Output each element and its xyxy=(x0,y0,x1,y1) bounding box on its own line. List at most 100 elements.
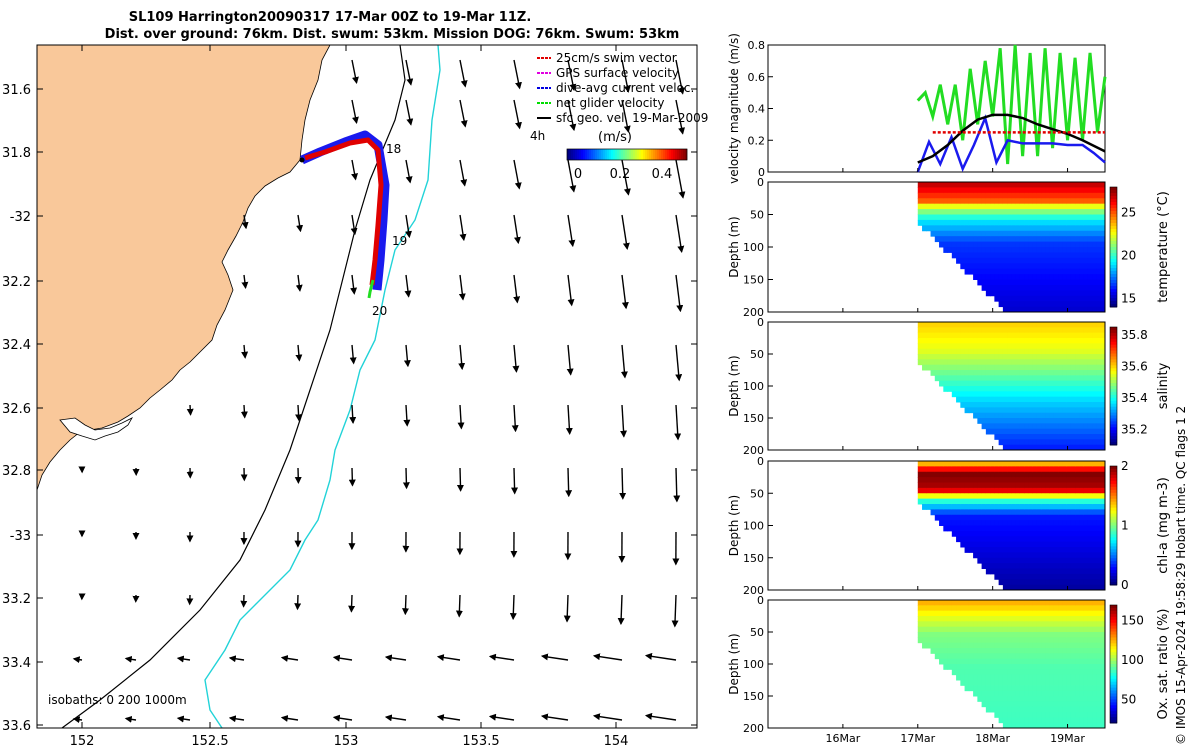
section-cell xyxy=(1028,680,1033,686)
section-cell xyxy=(973,664,978,670)
section-cell xyxy=(952,225,957,231)
section-cell xyxy=(918,605,923,611)
colorbar-cell xyxy=(1110,256,1117,260)
section-cell xyxy=(960,198,965,204)
section-cell xyxy=(1045,627,1050,633)
section-cell xyxy=(977,611,982,617)
section-cell xyxy=(1075,675,1080,681)
section-cell xyxy=(1079,664,1084,670)
section-cell xyxy=(1062,461,1067,467)
section-cell xyxy=(1041,621,1046,627)
section-cell xyxy=(977,526,982,532)
colorbar-cell xyxy=(611,149,613,160)
section-cell xyxy=(982,611,987,617)
section-cell xyxy=(982,488,987,494)
colorbar-cell xyxy=(643,149,645,160)
section-cell xyxy=(1037,429,1042,435)
section-cell xyxy=(1033,365,1038,371)
section-cell xyxy=(1075,258,1080,264)
section-cell xyxy=(939,193,944,199)
section-cell xyxy=(1054,637,1059,643)
section-cell xyxy=(1045,600,1050,606)
section-cell xyxy=(1024,439,1029,445)
section-cell xyxy=(1024,327,1029,333)
section-cell xyxy=(977,274,982,280)
section-cell xyxy=(1050,193,1055,199)
section-cell xyxy=(1016,696,1021,702)
section-cell xyxy=(1079,359,1084,365)
section-cell xyxy=(999,429,1004,435)
section-cell xyxy=(1067,493,1072,499)
section-cell xyxy=(918,472,923,478)
section-cell xyxy=(1024,536,1029,542)
section-cell xyxy=(1007,220,1012,226)
section-cell xyxy=(931,472,936,478)
section-cell xyxy=(977,558,982,564)
section-cell xyxy=(1058,423,1063,429)
section-cell xyxy=(1011,407,1016,413)
section-cell xyxy=(986,333,991,339)
section-cell xyxy=(926,461,931,467)
section-cell xyxy=(1067,685,1072,691)
section-cell xyxy=(1062,285,1067,291)
section-cell xyxy=(999,225,1004,231)
section-cell xyxy=(1096,632,1101,638)
section-cell xyxy=(1033,712,1038,718)
section-cell xyxy=(986,375,991,381)
section-cell xyxy=(1079,477,1084,483)
section-cell xyxy=(999,354,1004,360)
section-cell xyxy=(1092,536,1097,542)
section-cell xyxy=(943,204,948,210)
section-cell xyxy=(1092,472,1097,478)
section-cell xyxy=(1084,632,1089,638)
colorbar-cell xyxy=(619,149,621,160)
section-cell xyxy=(1045,269,1050,275)
section-cell xyxy=(926,338,931,344)
section-cell xyxy=(1096,526,1101,532)
section-cell xyxy=(1067,558,1072,564)
section-cell xyxy=(1084,621,1089,627)
section-cell xyxy=(1079,643,1084,649)
section-cell xyxy=(990,236,995,242)
section-cell xyxy=(990,269,995,275)
section-cell xyxy=(1067,466,1072,472)
section-cell xyxy=(986,209,991,215)
section-cell xyxy=(1020,466,1025,472)
section-cell xyxy=(1011,296,1016,302)
section-cell xyxy=(1016,509,1021,515)
section-cell xyxy=(1045,659,1050,665)
section-cell xyxy=(1011,349,1016,355)
section-cell xyxy=(1084,499,1089,505)
section-cell xyxy=(994,691,999,697)
section-cell xyxy=(1007,483,1012,489)
section-cell xyxy=(939,215,944,221)
section-cell xyxy=(1037,182,1042,188)
section-cell xyxy=(960,520,965,526)
section-cell xyxy=(1084,198,1089,204)
section-cell xyxy=(965,258,970,264)
section-cell xyxy=(918,204,923,210)
section-cell xyxy=(1096,707,1101,713)
section-cell xyxy=(982,370,987,376)
section-cell xyxy=(969,515,974,521)
section-cell xyxy=(1016,621,1021,627)
colorbar-cell xyxy=(1110,696,1117,699)
section-cell xyxy=(990,542,995,548)
section-cell xyxy=(1041,247,1046,253)
colorbar-cell xyxy=(1110,555,1117,558)
section-cell xyxy=(1054,509,1059,515)
section-cell xyxy=(1041,269,1046,275)
section-cell xyxy=(1054,579,1059,585)
section-cell xyxy=(1050,552,1055,558)
section-cell xyxy=(1024,285,1029,291)
section-cell xyxy=(1016,413,1021,419)
section-cell xyxy=(956,381,961,387)
section-cell xyxy=(1033,499,1038,505)
section-cell xyxy=(965,685,970,691)
section-cell xyxy=(1088,493,1093,499)
section-cell xyxy=(952,477,957,483)
section-cell xyxy=(1058,338,1063,344)
colorbar-cell xyxy=(1110,226,1117,230)
section-cell xyxy=(1088,280,1093,286)
section-cell xyxy=(1092,285,1097,291)
